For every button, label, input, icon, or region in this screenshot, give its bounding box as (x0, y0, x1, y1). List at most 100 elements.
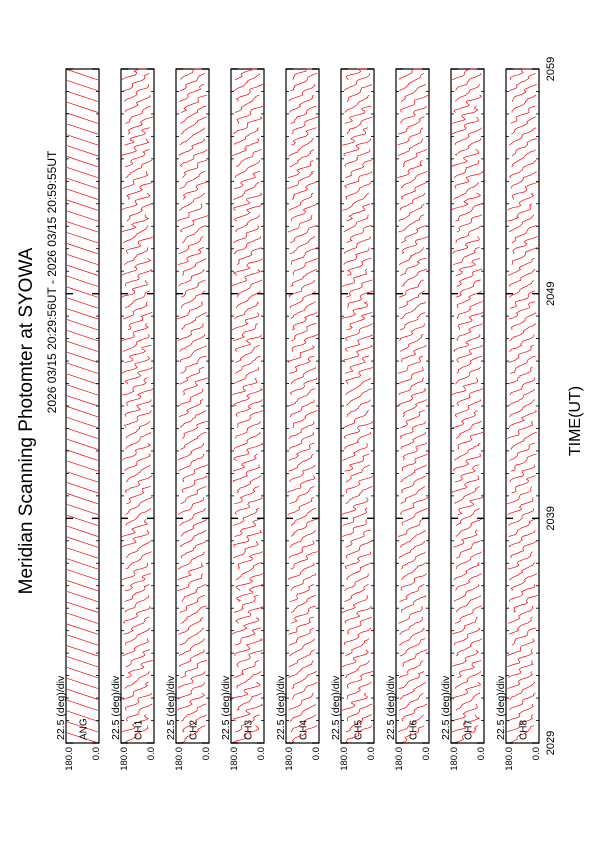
sweep-trace (455, 551, 482, 570)
sweep-trace (455, 73, 482, 91)
sweep-trace (289, 583, 314, 603)
sweep-trace (66, 504, 99, 516)
sweep-trace (451, 703, 478, 722)
sweep-trace (181, 312, 207, 330)
sweep-trace (457, 660, 482, 679)
sweep-trace (124, 410, 152, 428)
sweep-trace (453, 453, 481, 472)
sweep-trace (292, 410, 318, 428)
sweep-trace (456, 323, 483, 342)
sweep-trace (179, 345, 207, 363)
sweep-trace (346, 225, 372, 244)
sweep-trace (342, 410, 370, 429)
sweep-trace (342, 497, 369, 515)
sweep-trace (344, 431, 372, 450)
sweep-trace (126, 388, 154, 407)
sweep-trace (455, 225, 481, 244)
channel-label: CH8 (519, 720, 530, 740)
sweep-trace (180, 355, 207, 374)
sweep-trace (66, 210, 99, 222)
sweep-trace (179, 594, 205, 613)
sweep-trace (454, 486, 480, 505)
sweep-trace (401, 475, 427, 494)
sweep-trace (181, 257, 207, 276)
sweep-trace (402, 399, 428, 418)
sweep-trace (343, 214, 369, 233)
sweep-trace (401, 453, 428, 472)
sweep-trace (177, 442, 205, 461)
sweep-trace (66, 569, 99, 581)
sweep-trace (397, 355, 424, 374)
sweep-trace (451, 192, 482, 211)
sweep-trace (508, 127, 536, 146)
sweep-trace (400, 464, 427, 483)
sweep-trace (232, 540, 259, 559)
sweep-trace (66, 330, 99, 342)
sweep-trace (292, 257, 318, 276)
sweep-trace (511, 116, 536, 135)
sweep-trace (287, 214, 313, 233)
sweep-trace (398, 540, 425, 559)
sweep-trace (178, 616, 204, 635)
sweep-trace (232, 453, 259, 472)
sweep-trace (231, 616, 260, 635)
sweep-trace (347, 257, 372, 276)
sweep-trace (231, 312, 259, 331)
sweep-trace (124, 671, 150, 689)
sweep-trace (235, 344, 260, 363)
sweep-trace (126, 203, 152, 222)
sweep-trace (121, 562, 149, 581)
sweep-trace (342, 507, 368, 526)
sweep-trace (455, 83, 481, 102)
sweep-trace (455, 366, 481, 385)
sweep-trace (511, 181, 539, 200)
sweep-trace (401, 236, 428, 255)
sweep-trace (453, 246, 480, 266)
sweep-trace (124, 290, 150, 309)
sweep-trace (236, 671, 262, 689)
sweep-trace (66, 319, 99, 331)
sweep-trace (344, 355, 369, 374)
sweep-trace (291, 725, 318, 744)
sweep-trace (508, 518, 536, 537)
y-tick-label: 180.0 (339, 747, 350, 771)
sweep-trace (457, 496, 484, 516)
sweep-trace (399, 72, 425, 91)
x-tick-labels: 2029 2039 2049 2059 (545, 57, 557, 755)
sweep-trace (400, 83, 427, 102)
sweep-trace (180, 605, 207, 624)
sweep-trace (511, 475, 536, 494)
sweep-trace (122, 638, 149, 657)
sweep-trace (66, 514, 99, 526)
sweep-trace (127, 116, 154, 135)
sweep-trace (123, 72, 150, 92)
sweep-trace (451, 105, 479, 124)
sweep-trace (234, 301, 259, 320)
trace-group (287, 68, 319, 744)
panel-frame (395, 68, 430, 744)
sweep-trace (179, 192, 205, 211)
sweep-trace (180, 660, 207, 679)
sweep-trace (345, 486, 373, 505)
sweep-trace (455, 420, 482, 439)
sweep-trace (66, 243, 99, 255)
sweep-trace (401, 551, 426, 570)
sweep-trace (233, 388, 264, 407)
sweep-trace (454, 442, 481, 461)
sweep-trace (346, 703, 373, 722)
sweep-trace (179, 170, 206, 189)
sweep-trace (512, 236, 538, 255)
sweep-trace (66, 308, 99, 320)
sweep-trace (182, 464, 209, 483)
sweep-trace (397, 518, 424, 537)
sweep-trace (343, 344, 373, 363)
sweep-trace (506, 486, 532, 505)
sweep-trace (122, 377, 148, 396)
sweep-trace (508, 605, 534, 624)
sweep-trace (290, 203, 317, 222)
sweep-trace (290, 301, 316, 320)
sweep-trace (177, 692, 205, 711)
sweep-trace (400, 725, 425, 744)
scale-label: 22.5 (deg)/div (495, 675, 507, 740)
